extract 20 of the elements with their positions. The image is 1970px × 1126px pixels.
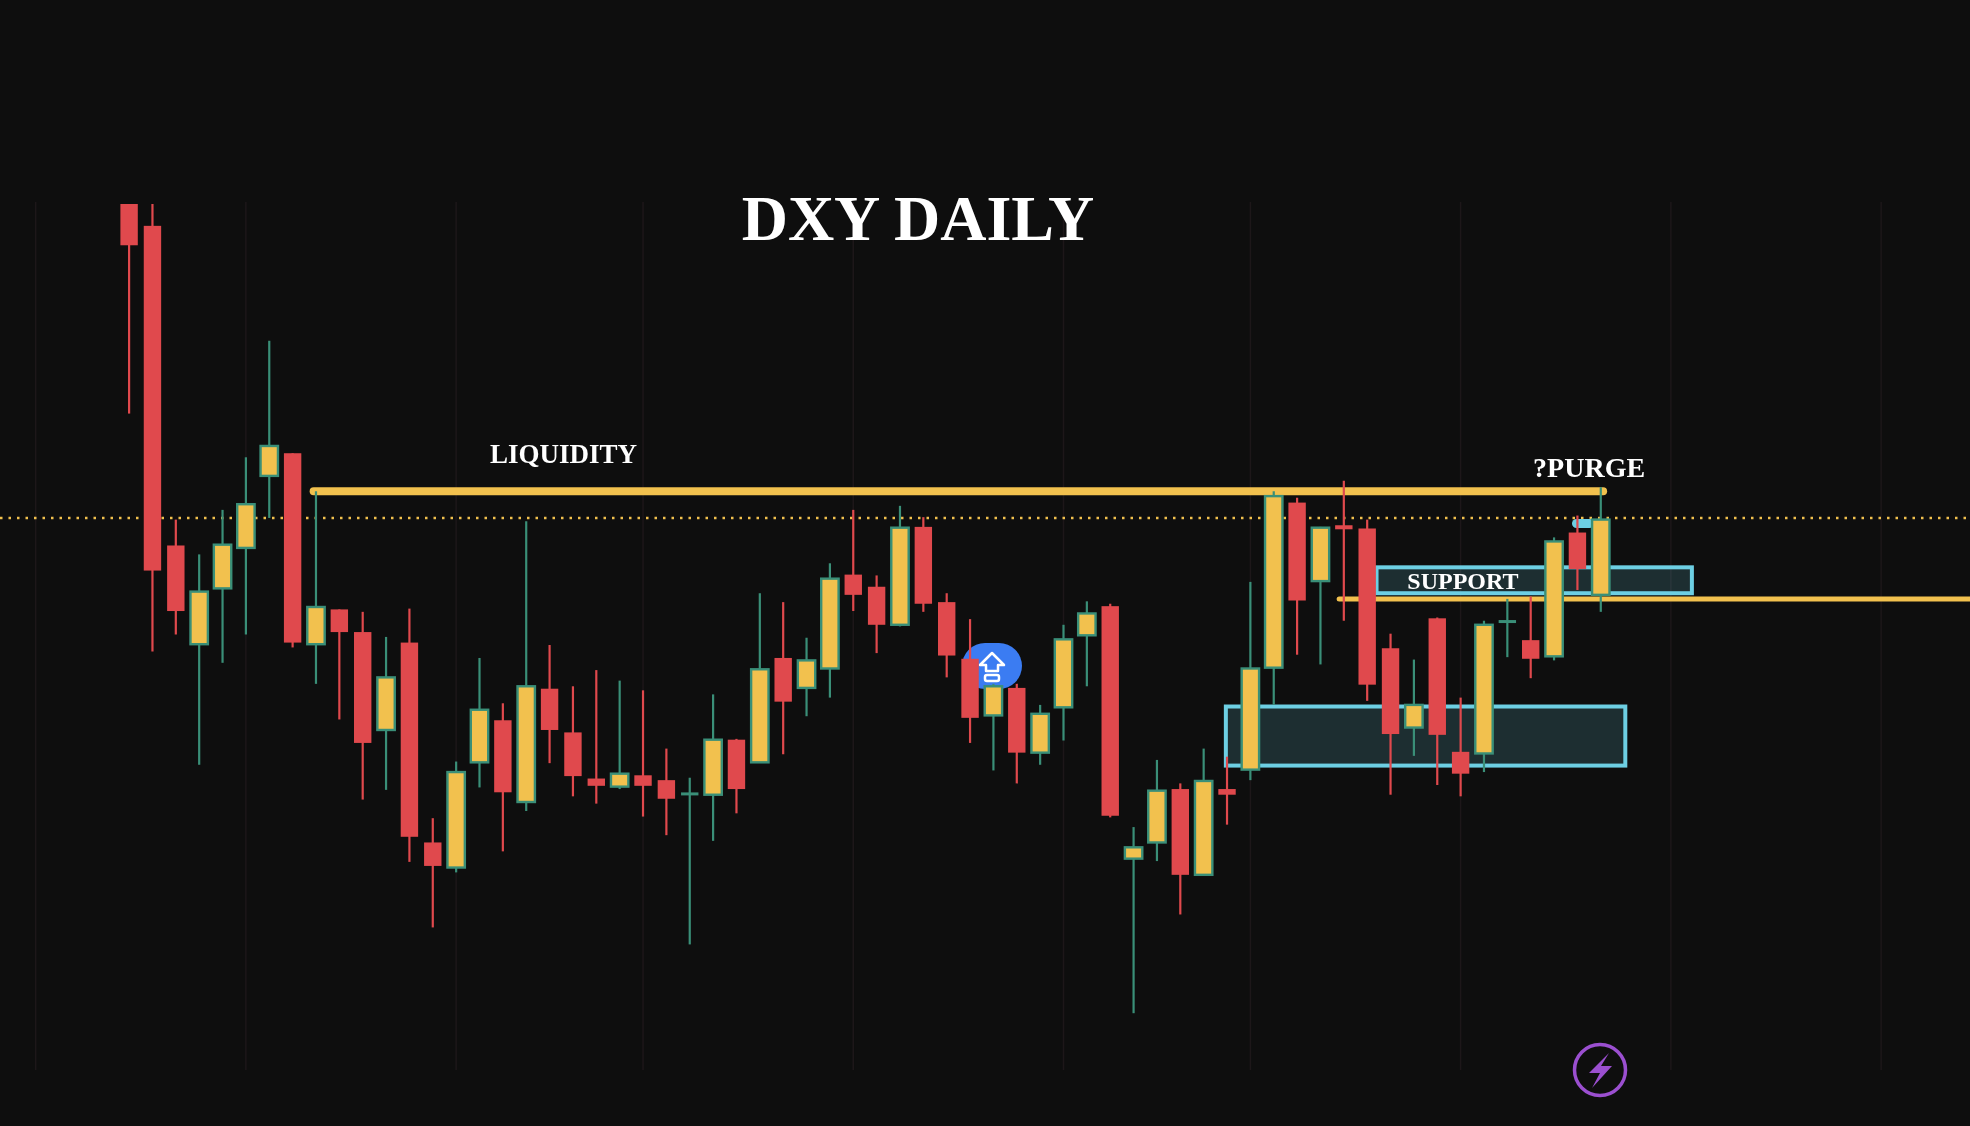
candlestick — [1335, 479, 1353, 622]
candlestick — [1404, 658, 1424, 757]
band-label: SUPPORT — [1407, 568, 1519, 595]
candlestick — [1218, 755, 1236, 826]
candlestick — [1522, 595, 1540, 680]
candlestick — [424, 817, 442, 929]
annotation: ?PURGE — [1533, 452, 1646, 484]
candlestick — [634, 689, 652, 818]
candlestick — [1076, 600, 1097, 688]
candlestick — [681, 776, 699, 946]
candlestick — [1451, 696, 1470, 798]
candlestick — [657, 747, 676, 837]
candlestick — [587, 669, 605, 805]
chart-title: DXY DAILY — [741, 183, 1095, 254]
candlestick — [330, 608, 349, 721]
candlestick — [1498, 597, 1517, 659]
candlestick — [844, 508, 862, 613]
ref-line-label: LIQUIDITY — [490, 439, 638, 470]
candlestick — [1123, 825, 1144, 1015]
candlestick — [609, 679, 630, 791]
